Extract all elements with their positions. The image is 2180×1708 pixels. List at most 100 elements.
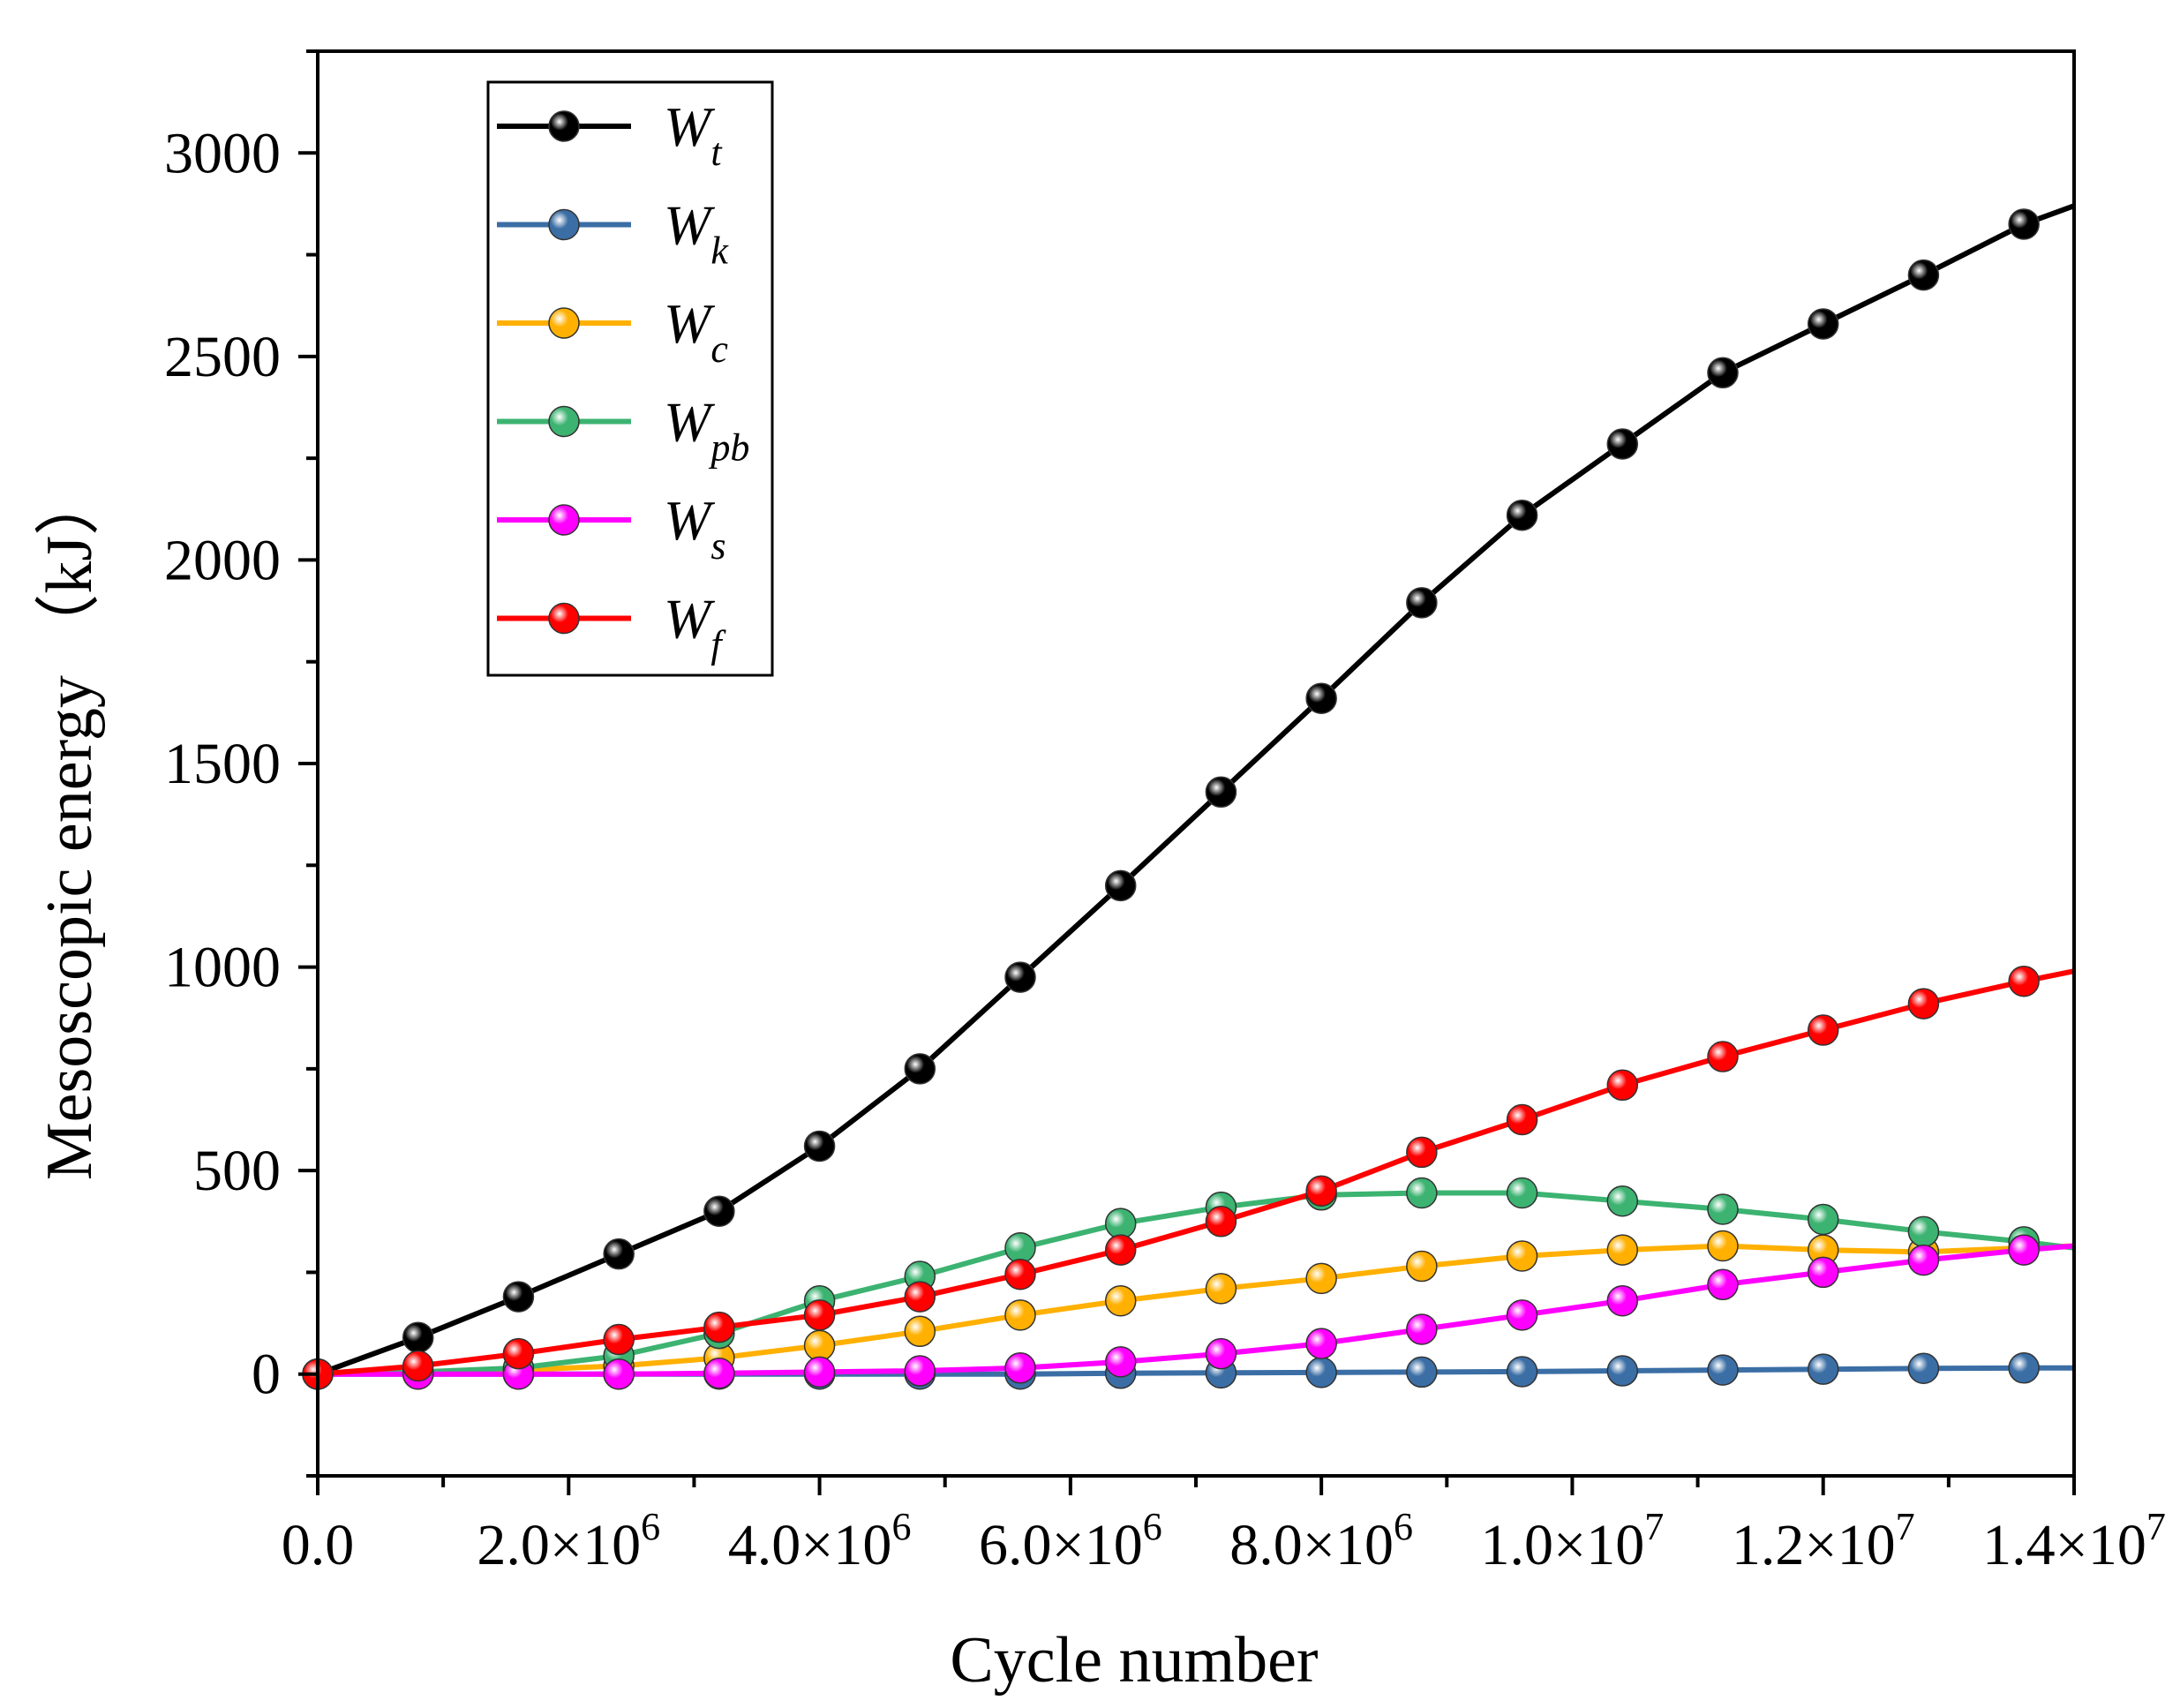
data-point-wf bbox=[703, 1311, 735, 1343]
data-point-wk bbox=[1606, 1355, 1639, 1387]
data-point-wt bbox=[603, 1238, 635, 1270]
legend-label: Wk bbox=[664, 194, 729, 273]
x-tick-label: 1.0×107 bbox=[1481, 1505, 1665, 1577]
x-tick-label: 6.0×106 bbox=[979, 1505, 1162, 1577]
data-point-wt bbox=[1406, 587, 1438, 619]
data-point-wf bbox=[1707, 1041, 1739, 1072]
legend-label: Wt bbox=[664, 95, 723, 174]
data-point-wt bbox=[402, 1321, 434, 1353]
data-point-wf bbox=[603, 1323, 635, 1356]
data-point-wpb bbox=[1707, 1193, 1739, 1225]
data-point-ws bbox=[1807, 1256, 1839, 1289]
data-point-wpb bbox=[1406, 1177, 1438, 1209]
legend-marker bbox=[548, 307, 580, 339]
y-tick-label: 500 bbox=[193, 1139, 281, 1203]
data-point-wf bbox=[1205, 1206, 1237, 1238]
x-tick-label: 2.0×106 bbox=[477, 1505, 660, 1577]
y-tick-label: 0 bbox=[252, 1343, 281, 1407]
data-point-wpb bbox=[1807, 1203, 1839, 1236]
data-point-wt bbox=[1506, 499, 1538, 531]
y-tick-label: 2000 bbox=[164, 528, 281, 592]
x-tick-label: 4.0×106 bbox=[728, 1505, 912, 1577]
y-tick-label: 3000 bbox=[164, 121, 281, 185]
y-tick-label: 2500 bbox=[164, 325, 281, 389]
data-point-wf bbox=[1004, 1258, 1036, 1290]
data-point-wc bbox=[1305, 1262, 1337, 1295]
data-point-wf bbox=[402, 1350, 434, 1382]
data-point-wf bbox=[1406, 1136, 1438, 1169]
data-point-ws bbox=[703, 1358, 735, 1389]
data-point-ws bbox=[1707, 1268, 1739, 1301]
legend-marker bbox=[548, 602, 580, 635]
plot-markers bbox=[302, 208, 2040, 1390]
data-point-wf bbox=[1807, 1014, 1839, 1046]
legend-box bbox=[486, 80, 774, 677]
data-point-wt bbox=[1907, 259, 1940, 291]
data-point-ws bbox=[1907, 1244, 1940, 1276]
data-point-ws bbox=[2008, 1234, 2040, 1266]
data-point-wt bbox=[1104, 869, 1137, 902]
data-point-ws bbox=[603, 1358, 635, 1390]
data-point-ws bbox=[803, 1356, 836, 1388]
data-point-wt bbox=[703, 1195, 735, 1228]
data-point-wpb bbox=[1506, 1177, 1538, 1209]
data-point-ws bbox=[904, 1355, 936, 1387]
data-point-wc bbox=[1406, 1250, 1438, 1283]
data-point-wt bbox=[1707, 357, 1739, 389]
data-point-wpb bbox=[1104, 1208, 1137, 1239]
data-point-wt bbox=[1205, 776, 1237, 809]
data-point-wt bbox=[1807, 308, 1839, 340]
data-point-wt bbox=[2008, 208, 2040, 240]
data-point-wf bbox=[2008, 965, 2040, 997]
data-point-ws bbox=[1205, 1337, 1237, 1370]
y-axis-title: Mesoscopic energy （kJ） bbox=[34, 470, 106, 1180]
data-point-ws bbox=[1506, 1299, 1538, 1331]
legend-marker bbox=[548, 208, 580, 241]
data-point-wk bbox=[2008, 1352, 2040, 1384]
data-point-wf bbox=[904, 1281, 936, 1313]
data-point-wc bbox=[1205, 1273, 1237, 1305]
data-point-wf bbox=[1305, 1175, 1337, 1207]
axes: 0.0 2.0×106 4.0×106 6.0×106 8.0×106 1.0×107 1.… bbox=[164, 49, 2166, 1577]
data-point-ws bbox=[1305, 1328, 1337, 1359]
y-tick-label: 1500 bbox=[164, 732, 281, 796]
data-point-ws bbox=[1606, 1284, 1639, 1317]
data-point-wf bbox=[1907, 988, 1940, 1020]
data-point-wk bbox=[1506, 1356, 1538, 1388]
data-point-wc bbox=[1104, 1284, 1137, 1317]
data-point-ws bbox=[1104, 1346, 1137, 1378]
legend-marker bbox=[548, 504, 580, 536]
data-point-wpb bbox=[1004, 1232, 1036, 1264]
data-point-wt bbox=[904, 1053, 936, 1085]
data-point-wk bbox=[1707, 1354, 1739, 1386]
data-point-wf bbox=[803, 1299, 836, 1331]
data-point-wpb bbox=[1907, 1215, 1940, 1248]
data-point-wpb bbox=[1606, 1185, 1639, 1217]
data-point-wt bbox=[1305, 682, 1337, 714]
legend-label: Wc bbox=[664, 292, 728, 371]
data-point-wf bbox=[1606, 1069, 1639, 1102]
data-point-wc bbox=[1606, 1234, 1639, 1266]
data-point-wk bbox=[1807, 1353, 1839, 1385]
x-tick-label: 8.0×106 bbox=[1229, 1505, 1413, 1577]
legend-label: Ws bbox=[664, 489, 725, 568]
data-point-wf bbox=[502, 1337, 535, 1370]
data-point-wt bbox=[803, 1130, 836, 1162]
x-tick-label: 0.0 bbox=[282, 1513, 355, 1577]
data-point-wt bbox=[502, 1281, 535, 1313]
y-tick-label: 1000 bbox=[164, 936, 281, 1000]
legend-label: Wpb bbox=[664, 391, 749, 470]
data-point-wt bbox=[1004, 961, 1036, 993]
legend-marker bbox=[548, 110, 580, 142]
data-point-wc bbox=[1707, 1230, 1739, 1262]
data-point-wc bbox=[1004, 1299, 1036, 1331]
data-point-wt bbox=[1606, 428, 1639, 460]
data-point-wk bbox=[1305, 1357, 1337, 1388]
x-tick-label: 1.2×107 bbox=[1732, 1505, 1915, 1577]
data-point-wc bbox=[1506, 1240, 1538, 1272]
x-axis-title: Cycle number bbox=[950, 1624, 1318, 1697]
data-point-ws bbox=[1406, 1313, 1438, 1345]
